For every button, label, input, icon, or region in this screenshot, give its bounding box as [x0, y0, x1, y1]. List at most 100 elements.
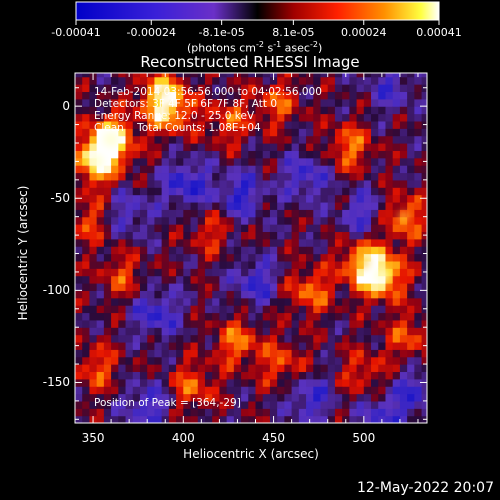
heatmap-cell	[356, 231, 365, 240]
heatmap-cell	[255, 187, 264, 196]
heatmap-cell	[212, 312, 221, 321]
heatmap-cell	[248, 334, 257, 343]
heatmap-cell	[414, 283, 423, 291]
heatmap-cell	[89, 327, 98, 336]
heatmap-cell	[103, 187, 112, 196]
heatmap-cell	[103, 334, 112, 343]
heatmap-cell	[233, 268, 242, 277]
heatmap-cell	[363, 253, 372, 262]
heatmap-cell	[248, 253, 257, 262]
heatmap-cell	[334, 91, 343, 100]
heatmap-cell	[284, 216, 293, 225]
heatmap-cell	[139, 371, 148, 380]
heatmap-cell	[241, 201, 249, 210]
heatmap-cell	[147, 371, 156, 380]
heatmap-cell	[197, 76, 206, 85]
heatmap-cell	[255, 268, 264, 277]
heatmap-cell	[161, 364, 170, 373]
heatmap-cell	[392, 238, 401, 247]
heatmap-cell	[219, 386, 228, 395]
heatmap-cell	[363, 76, 372, 85]
heatmap-cell	[334, 84, 343, 93]
heatmap-cell	[168, 91, 177, 100]
x-tick-label: 450	[262, 431, 286, 445]
heatmap-cell	[334, 157, 343, 166]
heatmap-cell	[139, 224, 148, 233]
heatmap-cell	[269, 84, 278, 93]
heatmap-cell	[212, 356, 221, 365]
heatmap-cell	[190, 209, 199, 218]
heatmap-cell	[219, 305, 228, 314]
heatmap-cell	[306, 312, 314, 321]
heatmap-cell	[212, 179, 221, 188]
heatmap-cell	[75, 179, 83, 188]
heatmap-cell	[233, 246, 242, 255]
heatmap-cell	[190, 364, 199, 373]
heatmap-cell	[168, 73, 177, 78]
heatmap-cell	[291, 76, 300, 85]
heatmap-cell	[118, 120, 127, 129]
heatmap-cell	[161, 378, 170, 387]
heatmap-cell	[284, 327, 293, 336]
heatmap-cell	[241, 209, 249, 218]
heatmap-cell	[132, 172, 141, 181]
heatmap-cell	[197, 283, 206, 291]
heatmap-cell	[385, 319, 394, 328]
heatmap-cell	[147, 165, 156, 174]
heatmap-cell	[241, 319, 249, 328]
heatmap-cell	[284, 187, 293, 196]
heatmap-cell	[334, 201, 343, 210]
heatmap-cell	[414, 187, 423, 196]
heatmap-cell	[255, 231, 264, 240]
heatmap-cell	[334, 334, 343, 343]
heatmap-cell	[327, 157, 336, 166]
heatmap-cell	[291, 172, 300, 181]
heatmap-cell	[277, 246, 285, 255]
heatmap-cell	[75, 224, 83, 233]
heatmap-cell	[226, 98, 235, 107]
heatmap-cell	[161, 113, 170, 122]
heatmap-cell	[291, 179, 300, 188]
heatmap-cell	[255, 290, 264, 299]
heatmap-cell	[414, 157, 423, 166]
heatmap-cell	[291, 400, 300, 409]
heatmap-cell	[75, 356, 83, 365]
heatmap-cell	[75, 91, 83, 100]
heatmap-cell	[378, 378, 387, 387]
heatmap-cell	[132, 297, 141, 306]
heatmap-cell	[139, 157, 148, 166]
heatmap-cell	[277, 334, 285, 343]
heatmap-cell	[103, 371, 112, 380]
heatmap-cell	[363, 283, 372, 291]
heatmap-cell	[219, 238, 228, 247]
heatmap-cell	[183, 400, 192, 409]
heatmap-cell	[363, 393, 372, 402]
heatmap-cell	[154, 231, 163, 240]
heatmap-cell	[212, 76, 221, 85]
heatmap-cell	[226, 283, 235, 291]
heatmap-cell	[327, 179, 336, 188]
heatmap-cell	[349, 231, 358, 240]
heatmap-cell	[183, 290, 192, 299]
heatmap-cell	[190, 120, 199, 129]
heatmap-cell	[89, 253, 98, 262]
heatmap-cell	[75, 349, 83, 358]
heatmap-cell	[161, 194, 170, 203]
heatmap-cell	[154, 98, 163, 107]
heatmap-cell	[399, 157, 408, 166]
heatmap-cell	[363, 378, 372, 387]
heatmap-cell	[82, 341, 91, 350]
heatmap-cell	[132, 364, 141, 373]
heatmap-cell	[147, 98, 156, 107]
heatmap-cell	[96, 201, 105, 210]
heatmap-cell	[75, 283, 83, 291]
heatmap-cell	[363, 179, 372, 188]
heatmap-cell	[168, 209, 177, 218]
heatmap-cell	[154, 364, 163, 373]
heatmap-cell	[96, 172, 105, 181]
heatmap-cell	[385, 231, 394, 240]
heatmap-cell	[298, 386, 307, 395]
heatmap-cell	[82, 187, 91, 196]
heatmap-cell	[82, 319, 91, 328]
heatmap-cell	[204, 415, 213, 423]
